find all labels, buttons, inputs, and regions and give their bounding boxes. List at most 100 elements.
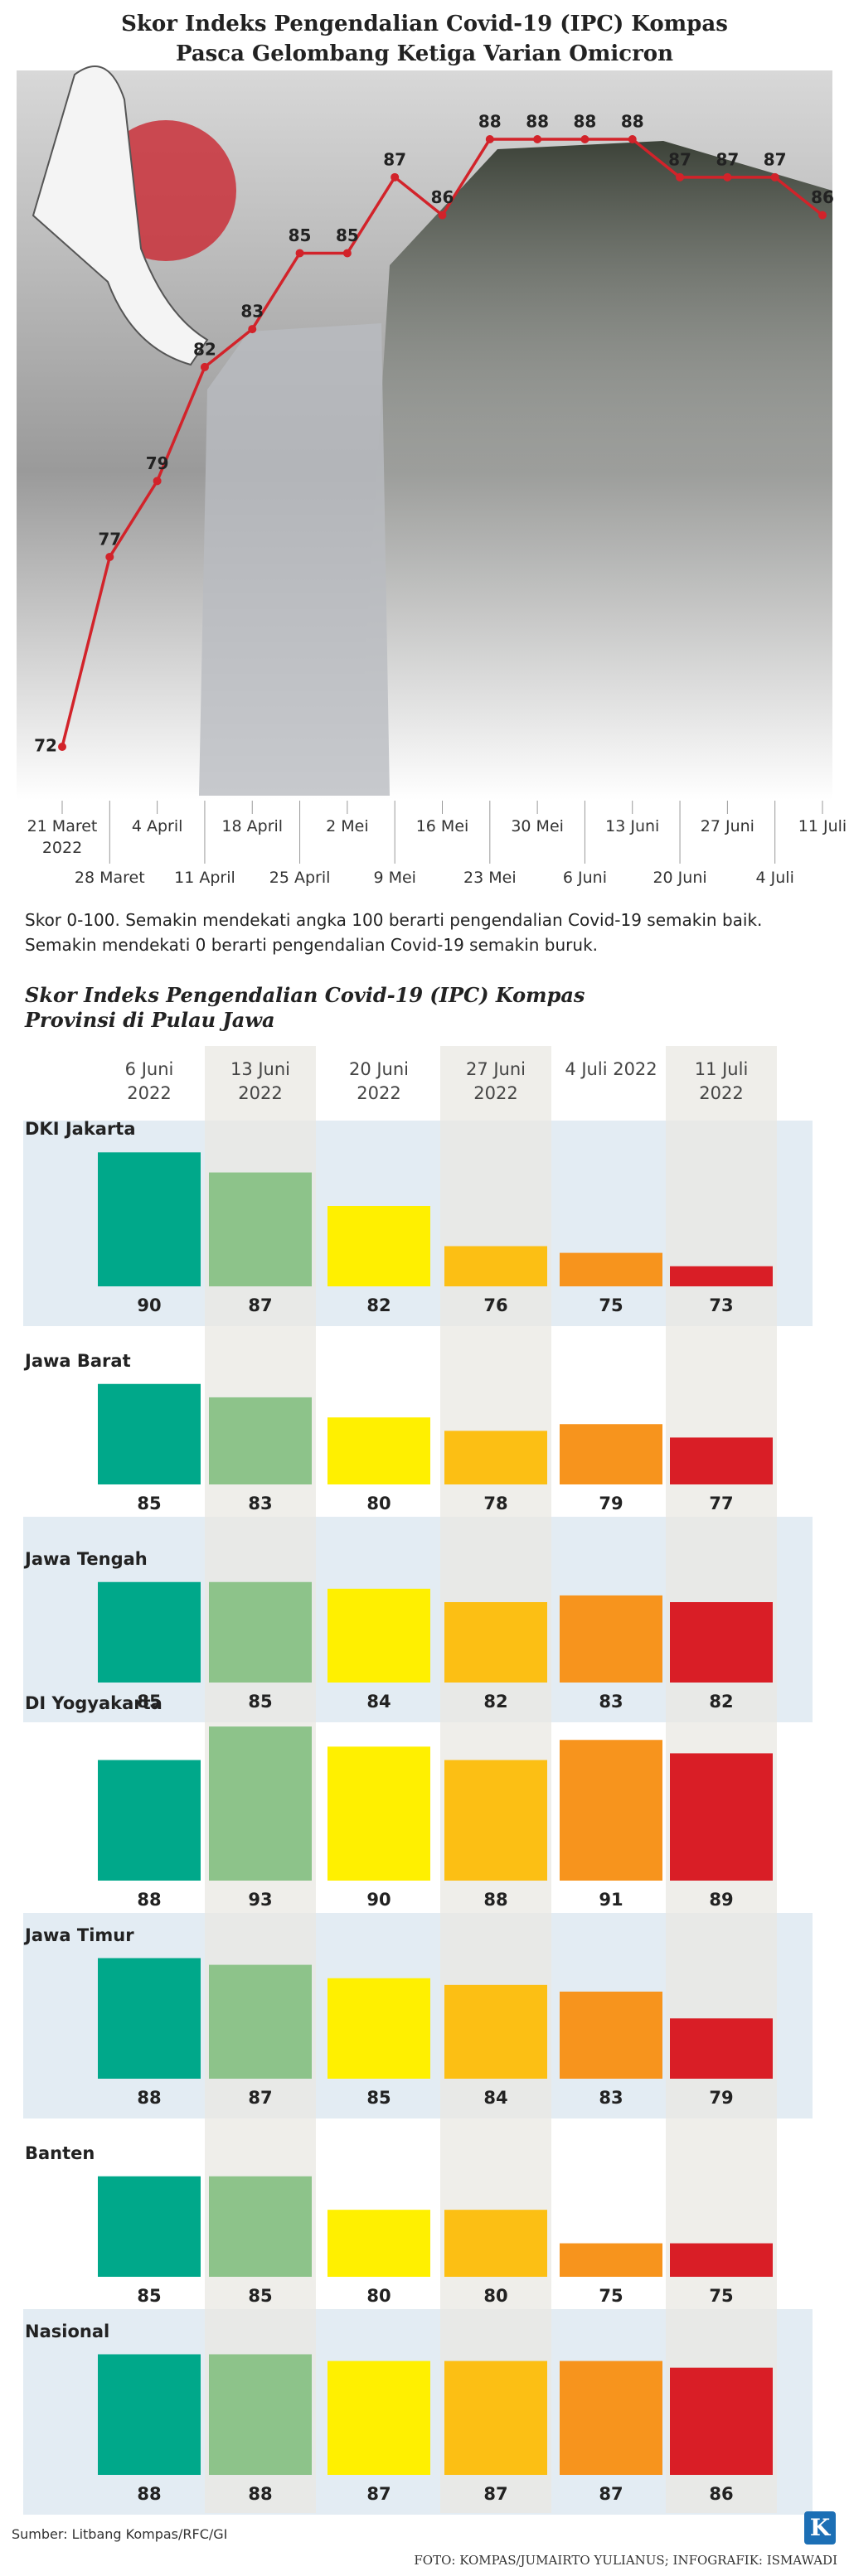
x-tick-label: 6 Juni [562, 869, 607, 887]
data-label: 87 [248, 1295, 272, 1315]
data-label: 90 [366, 1890, 391, 1910]
bar [327, 1978, 430, 2079]
bar [327, 2210, 430, 2277]
bar [560, 2243, 662, 2277]
bar [98, 1760, 201, 1881]
series-label: Banten [25, 2143, 95, 2163]
point [580, 135, 589, 143]
data-label: 88 [248, 2484, 272, 2504]
data-label: 72 [34, 736, 57, 756]
hazmat-figure [32, 65, 209, 366]
data-label: 87 [483, 2484, 507, 2504]
x-tick-label: 16 Mei [415, 817, 469, 835]
point [105, 552, 114, 561]
data-label: 83 [599, 2088, 623, 2108]
bar [560, 1740, 662, 1881]
bar [560, 1595, 662, 1683]
point [153, 477, 162, 486]
bar [209, 2176, 312, 2277]
data-label: 87 [599, 2484, 623, 2504]
x-tick-label: 4 Juli [755, 869, 794, 887]
point [628, 135, 637, 143]
x-tick-label: 21 Maret 2022 [27, 817, 98, 857]
data-label: 87 [366, 2484, 391, 2504]
bar [209, 2354, 312, 2475]
column-header: 20 Juni 2022 [348, 1059, 410, 1103]
series-label: Jawa Tengah [25, 1548, 148, 1569]
x-tick-label: 28 Maret [74, 869, 145, 887]
data-label: 86 [811, 187, 834, 207]
point [58, 743, 66, 751]
data-label: 75 [599, 2286, 623, 2306]
bar [327, 1417, 430, 1484]
data-label: 88 [137, 2088, 161, 2108]
bar [670, 2243, 773, 2277]
data-label: 85 [289, 225, 312, 245]
credit: FOTO: KOMPAS/JUMAIRTO YULIANUS; INFOGRAF… [414, 2553, 837, 2568]
data-label: 75 [599, 1295, 623, 1315]
chart-title: Skor Indeks Pengendalian Covid-19 (IPC) … [25, 983, 585, 1007]
data-label: 85 [137, 1494, 161, 1513]
data-label: 82 [366, 1295, 391, 1315]
data-label: 87 [716, 149, 739, 169]
logo: K [804, 2511, 836, 2545]
bar [444, 2210, 547, 2277]
bar [560, 1991, 662, 2079]
data-label: 93 [248, 1890, 272, 1910]
bar [444, 1760, 547, 1881]
bar [444, 1602, 547, 1683]
data-label: 88 [483, 1890, 507, 1910]
column-header: 4 Juli 2022 [565, 1059, 657, 1079]
bar [444, 1431, 547, 1484]
data-label: 87 [764, 149, 787, 169]
bar [98, 2176, 201, 2277]
data-label: 79 [146, 453, 169, 473]
data-label: 77 [98, 529, 121, 549]
point [391, 172, 400, 182]
bar [670, 1266, 773, 1286]
column-header: 11 Juli 2022 [694, 1059, 749, 1103]
x-tick-label: 11 Juli [798, 817, 847, 835]
data-label: 82 [193, 339, 216, 359]
data-label: 90 [137, 1295, 161, 1315]
point [248, 325, 257, 334]
data-label: 83 [248, 1494, 272, 1513]
bar [327, 1746, 430, 1881]
bar [98, 1152, 201, 1286]
bar [209, 1397, 312, 1484]
data-label: 86 [709, 2484, 733, 2504]
data-label: 84 [366, 1692, 391, 1712]
data-label: 80 [483, 2286, 507, 2306]
x-tick-label: 23 Mei [463, 869, 517, 887]
data-label: 87 [383, 149, 406, 169]
bar [327, 1206, 430, 1286]
photo-figure [357, 141, 832, 796]
column-header: 27 Juni 2022 [465, 1059, 526, 1103]
source: Sumber: Litbang Kompas/RFC/GI [12, 2526, 228, 2542]
x-tick-label: 13 Juni [605, 817, 660, 835]
bar [209, 1172, 312, 1286]
bar [98, 2354, 201, 2475]
bar [209, 1581, 312, 1683]
data-label: 87 [248, 2088, 272, 2108]
series-label: DKI Jakarta [25, 1119, 136, 1140]
point [723, 172, 732, 182]
x-tick-label: 2 Mei [326, 817, 369, 835]
x-tick-label: 20 Juni [653, 869, 707, 887]
data-label: 85 [137, 1692, 161, 1712]
x-tick-label: 11 April [174, 869, 235, 887]
point [295, 249, 304, 258]
bar [98, 1958, 201, 2079]
bar [560, 2361, 662, 2475]
column-header: 13 Juni 2022 [230, 1059, 291, 1103]
point [438, 211, 447, 220]
data-label: 85 [248, 2286, 272, 2306]
data-label: 89 [709, 1890, 733, 1910]
series-label: Jawa Barat [25, 1350, 131, 1371]
bar [209, 1726, 312, 1881]
chart-title: Pasca Gelombang Ketiga Varian Omicron [175, 41, 674, 66]
chart-title: Skor Indeks Pengendalian Covid-19 (IPC) … [121, 12, 728, 36]
bar [444, 1984, 547, 2079]
data-label: 88 [478, 112, 502, 132]
